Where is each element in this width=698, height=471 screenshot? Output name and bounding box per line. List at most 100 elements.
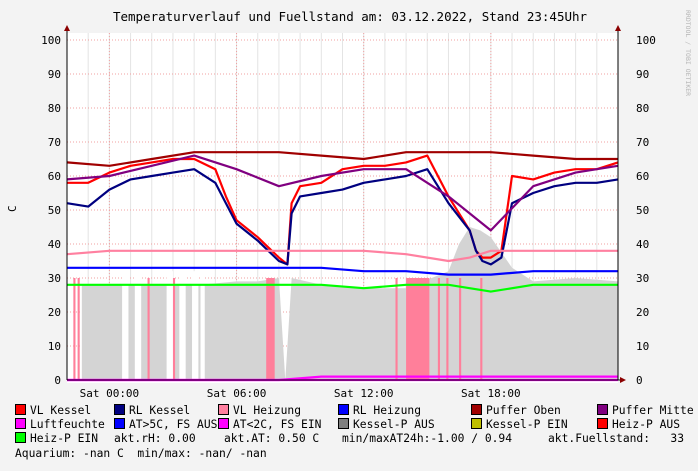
y-tick-label-right: 40 <box>636 238 649 251</box>
heiz-p-bar <box>459 278 462 380</box>
y-tick-label-left: 60 <box>48 170 61 183</box>
legend-item: Heiz-P AUS <box>597 418 680 432</box>
legend-swatch <box>15 432 26 444</box>
x-tick-label: Sat 18:00 <box>461 387 521 400</box>
y-tick-label-right: 50 <box>636 204 649 217</box>
legend-item: Luftfeuchte <box>15 418 105 432</box>
legend-label: RL Heizung <box>353 404 422 417</box>
legend-swatch <box>114 404 125 415</box>
legend-item: AT<2C, FS EIN <box>218 418 321 432</box>
y-tick-label-left: 90 <box>48 68 61 81</box>
y-tick-label-left: 20 <box>48 306 61 319</box>
series-line <box>67 283 618 293</box>
y-tick-label-right: 60 <box>636 170 649 183</box>
legend-swatch <box>338 418 349 430</box>
heiz-p-bar <box>172 278 176 380</box>
y-tick-label-left: 0 <box>54 374 61 387</box>
y-tick-label-right: 80 <box>636 102 649 115</box>
y-tick-label-left: 40 <box>48 238 61 251</box>
heiz-p-bar <box>437 278 440 380</box>
legend-swatch <box>15 418 26 430</box>
legend-label: Puffer Mitte <box>612 404 694 417</box>
stats-value: min/maxAT24h:-1.00 / 0.94 <box>342 432 513 446</box>
legend-swatch <box>218 418 229 430</box>
legend-item: Puffer Oben <box>471 404 561 418</box>
status-fills <box>73 227 619 380</box>
series-line <box>66 151 618 167</box>
stats-value: akt.rH: 0.00 <box>114 432 196 446</box>
legend-item: VL Heizung <box>218 404 301 418</box>
legend-swatch <box>15 404 26 415</box>
legend-item: VL Kessel <box>15 404 91 418</box>
y-tick-label-right: 10 <box>636 340 649 353</box>
y-tick-label-left: 10 <box>48 340 61 353</box>
y-axis-arrow-right <box>615 25 621 31</box>
chart-title: Temperaturverlauf und Fuellstand am: 03.… <box>113 9 588 24</box>
kessel-p-gap <box>166 271 173 380</box>
legend-swatch <box>338 404 349 415</box>
legend-item: AT>5C, FS AUS <box>114 418 217 432</box>
x-tick-label: Sat 00:00 <box>80 387 140 400</box>
y-tick-label-right: 0 <box>636 374 643 387</box>
y-tick-label-right: 30 <box>636 272 649 285</box>
y-axis-label: C <box>6 205 19 212</box>
y-tick-label-left: 30 <box>48 272 61 285</box>
y-tick-label-left: 80 <box>48 102 61 115</box>
legend-label: Kessel-P AUS <box>353 418 435 432</box>
legend-label: Heiz-P EIN <box>30 432 99 446</box>
heiz-p-bar <box>77 278 80 380</box>
legend-label: Heiz-P AUS <box>612 418 681 432</box>
legend-label: AT<2C, FS EIN <box>233 418 322 432</box>
legend-label: Luftfeuchte <box>30 418 105 432</box>
heiz-p-bar <box>266 278 275 380</box>
series-line <box>66 249 618 263</box>
legend-swatch <box>471 404 482 415</box>
legend: VL Kessel RL Kessel VL Heizung RL Heizung Pu… <box>15 404 695 461</box>
legend-item: RL Kessel <box>114 404 190 418</box>
legend-label: Puffer Oben <box>486 404 561 417</box>
x-tick-label: Sat 12:00 <box>334 387 394 400</box>
stats-value: akt.AT: 0.50 C <box>224 432 320 446</box>
stats-aquarium: Aquarium: -nan C min/max: -nan/ -nan <box>15 446 267 460</box>
heiz-p-bar <box>480 278 483 380</box>
legend-item: Kessel-P AUS <box>338 418 435 432</box>
y-tick-label-right: 100 <box>636 34 656 47</box>
series-line <box>66 168 619 266</box>
y-tick-label-right: 90 <box>636 68 649 81</box>
kessel-p-gap <box>192 271 199 380</box>
kessel-p-gap <box>179 271 186 380</box>
legend-label: AT>5C, FS AUS <box>129 418 218 432</box>
kessel-p-gap <box>200 271 205 380</box>
legend-item: Kessel-P EIN <box>471 418 568 432</box>
y-axis-arrow <box>64 25 70 31</box>
heiz-p-bar <box>395 278 398 380</box>
axes: 0 0 10 10 20 20 30 30 40 40 50 50 60 60 70 70 80 80 90 90 10… <box>41 25 656 400</box>
legend-swatch <box>114 418 125 430</box>
legend-swatch <box>218 404 229 415</box>
y-tick-label-left: 50 <box>48 204 61 217</box>
series-line <box>66 154 619 232</box>
y-tick-label-right: 70 <box>636 136 649 149</box>
x-tick-label: Sat 06:00 <box>207 387 267 400</box>
heiz-p-bar <box>73 278 76 380</box>
legend-item: RL Heizung <box>338 404 421 418</box>
stats-value: akt.Fuellstand: 33 <box>548 432 685 446</box>
heiz-p-bar <box>446 278 449 380</box>
y-tick-label-left: 100 <box>41 34 61 47</box>
legend-label: VL Kessel <box>30 404 92 417</box>
heiz-p-bar <box>147 278 150 380</box>
y-tick-label-left: 70 <box>48 136 61 149</box>
legend-swatch <box>597 404 608 415</box>
legend-label: Kessel-P EIN <box>486 418 568 432</box>
x-axis-arrow <box>620 377 626 383</box>
y-tick-label-right: 20 <box>636 306 649 319</box>
legend-swatch <box>597 418 608 430</box>
legend-label: VL Heizung <box>233 404 302 417</box>
legend-item: Puffer Mitte <box>597 404 694 418</box>
legend-label: RL Kessel <box>129 404 191 417</box>
heiz-p-bar <box>406 278 430 380</box>
kessel-p-gap <box>122 271 129 380</box>
watermark: RRDTOOL / TOBI OETIKER <box>684 10 692 96</box>
